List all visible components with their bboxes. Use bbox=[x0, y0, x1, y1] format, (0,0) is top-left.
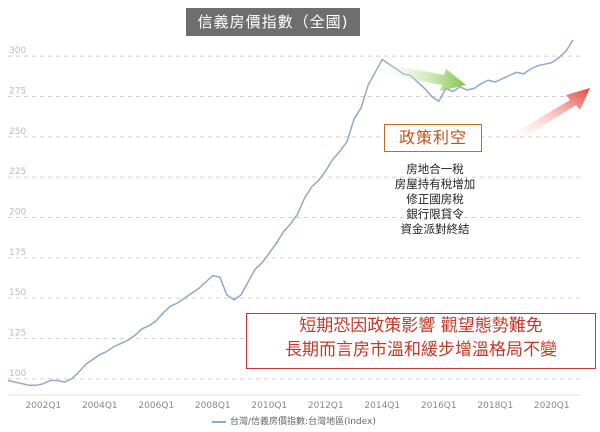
x-tick-label: 2010Q1 bbox=[251, 401, 287, 411]
policy-list: 房地合一稅 房屋持有稅增加 修正國房稅 銀行限貸令 資金派對終結 bbox=[360, 162, 510, 237]
series-line-sinyi-index bbox=[7, 39, 574, 387]
policy-item: 房屋持有稅增加 bbox=[394, 177, 476, 191]
grid-lines bbox=[8, 55, 580, 396]
chart-title: 信義房價指數（全國) bbox=[186, 8, 360, 36]
x-tick-label: 2012Q1 bbox=[308, 401, 344, 411]
y-tick-label: 200 bbox=[9, 208, 26, 218]
legend: 台灣/信義房價指數:台灣地區(Index) bbox=[212, 414, 376, 427]
x-axis-ticks: 2002Q1 2004Q1 2006Q1 2008Q1 2010Q1 2012Q1 2014… bbox=[25, 401, 569, 411]
x-tick-label: 2006Q1 bbox=[138, 401, 174, 411]
trend-up-arrow bbox=[506, 88, 590, 145]
policy-item: 銀行限貸令 bbox=[406, 207, 464, 221]
x-tick-label: 2004Q1 bbox=[82, 401, 118, 411]
policy-item: 修正國房稅 bbox=[406, 192, 464, 206]
y-tick-label: 150 bbox=[9, 288, 26, 298]
policy-heading: 政策利空 bbox=[384, 124, 482, 152]
y-tick-label: 175 bbox=[9, 248, 26, 258]
y-tick-label: 125 bbox=[9, 329, 26, 339]
x-tick-label: 2008Q1 bbox=[195, 401, 231, 411]
summary-box: 短期恐因政策影響 觀望態勢難免 長期而言房市溫和緩步增溫格局不變 bbox=[246, 313, 596, 369]
summary-line-2: 長期而言房市溫和緩步增溫格局不變 bbox=[285, 340, 557, 360]
y-tick-label: 275 bbox=[9, 86, 26, 96]
y-axis-ticks: 100 125 150 175 200 225 250 275 300 bbox=[9, 46, 26, 379]
x-tick-label: 2020Q1 bbox=[534, 401, 570, 411]
y-tick-label: 300 bbox=[9, 46, 26, 56]
y-tick-label: 250 bbox=[9, 127, 26, 137]
policy-item: 資金派對終結 bbox=[400, 222, 470, 236]
summary-line-1: 短期恐因政策影響 觀望態勢難免 bbox=[299, 316, 543, 336]
x-tick-label: 2018Q1 bbox=[477, 401, 513, 411]
policy-item: 房地合一稅 bbox=[406, 162, 464, 176]
x-tick-label: 2016Q1 bbox=[421, 401, 457, 411]
y-tick-label: 225 bbox=[9, 167, 26, 177]
legend-swatch bbox=[212, 420, 226, 423]
legend-label: 台灣/信義房價指數:台灣地區(Index) bbox=[230, 417, 376, 427]
y-tick-label: 100 bbox=[9, 369, 26, 379]
x-tick-label: 2014Q1 bbox=[364, 401, 400, 411]
x-tick-label: 2002Q1 bbox=[25, 401, 61, 411]
trend-down-arrow bbox=[374, 62, 466, 91]
